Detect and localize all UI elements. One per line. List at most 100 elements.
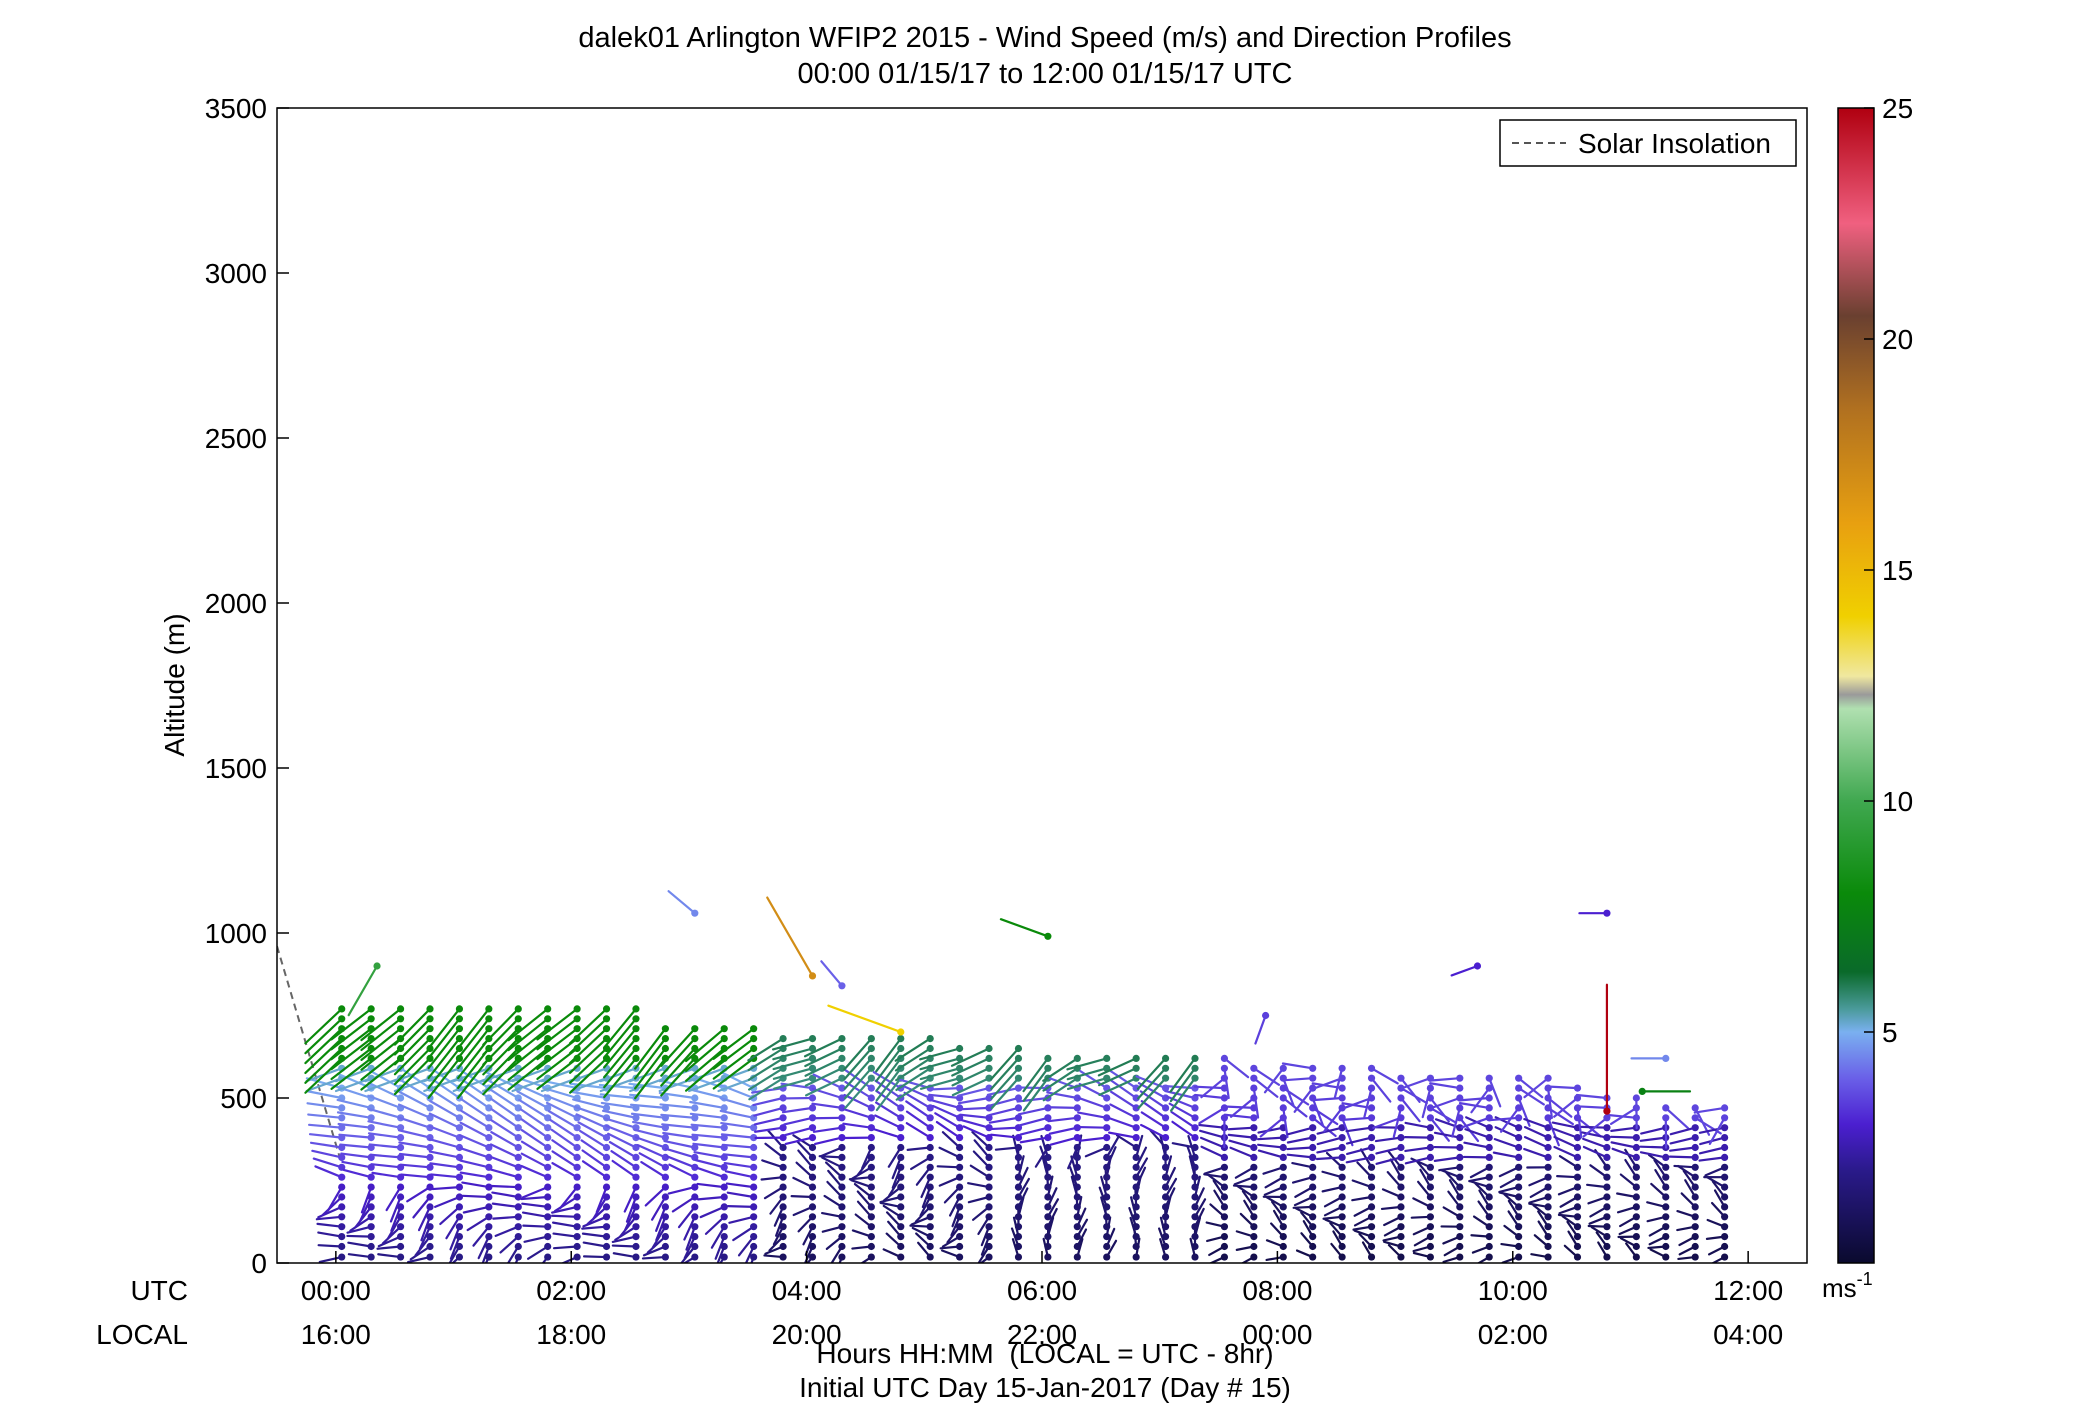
wind-barb-staff xyxy=(638,1152,667,1169)
wind-barb-staff xyxy=(520,1118,549,1139)
wind-barb-dot xyxy=(838,1253,846,1261)
wind-barb-staff xyxy=(519,1108,549,1129)
wind-barb-dot xyxy=(1338,1183,1346,1191)
wind-barb-dot xyxy=(1721,1143,1729,1152)
wind-barb-dot xyxy=(1250,1213,1258,1221)
wind-barb-dot xyxy=(1338,1163,1346,1171)
wind-barb-staff xyxy=(660,1057,696,1097)
wind-barb-dot xyxy=(514,1134,522,1142)
wind-barb-dot xyxy=(897,1104,905,1112)
wind-barb-staff xyxy=(1256,1136,1285,1141)
wind-barb-dot xyxy=(926,1104,934,1112)
wind-barb-staff xyxy=(1698,1146,1726,1155)
wind-barb-staff xyxy=(720,1133,755,1139)
wind-barb-staff xyxy=(1582,1137,1609,1149)
wind-barb-dot xyxy=(573,1124,581,1132)
wind-barb-dot xyxy=(367,1253,375,1261)
wind-barb-dot xyxy=(956,1104,964,1112)
wind-barb-dot xyxy=(1220,1242,1229,1251)
wind-barb-dot xyxy=(1426,1173,1434,1181)
wind-barb-dot xyxy=(1662,1054,1670,1062)
wind-barb-staff xyxy=(1708,1116,1726,1145)
wind-barb-staff xyxy=(398,1090,432,1110)
wind-barb-dot xyxy=(602,1134,611,1142)
wind-barb-dot xyxy=(926,1173,934,1181)
wind-barb-staff xyxy=(659,1103,696,1110)
wind-barb-dot xyxy=(1485,1183,1493,1191)
wind-barb-dot xyxy=(1250,1183,1258,1191)
wind-barb-dot xyxy=(1044,1223,1052,1231)
wind-barb-staff xyxy=(550,1128,579,1149)
wind-barb-staff xyxy=(581,1232,608,1238)
wind-barb-dot xyxy=(1397,1153,1405,1161)
wind-barb-dot xyxy=(897,1114,905,1122)
wind-barb-dot xyxy=(1279,1203,1287,1211)
wind-barb-staff xyxy=(423,1067,461,1083)
wind-barb-staff xyxy=(690,1123,726,1129)
wind-barb-dot xyxy=(750,1163,758,1171)
wind-barb-dot xyxy=(691,1104,699,1112)
chart-title: dalek01 Arlington WFIP2 2015 - Wind Spee… xyxy=(578,22,1511,54)
wind-barb-dot xyxy=(1603,1193,1611,1201)
wind-barb-dot xyxy=(750,1183,758,1191)
wind-barb-staff xyxy=(1186,1145,1197,1169)
wind-barb-dot xyxy=(1573,1163,1582,1171)
wind-barb-staff xyxy=(684,1037,726,1073)
wind-barb-dot xyxy=(779,1104,787,1112)
wind-barb-staff xyxy=(1433,1156,1461,1162)
wind-barb-dot xyxy=(1367,1064,1376,1072)
wind-barb-dot xyxy=(514,1242,522,1251)
wind-barb-dot xyxy=(1691,1193,1699,1201)
wind-barb-dot xyxy=(544,1183,552,1191)
wind-barb-staff xyxy=(642,1245,667,1257)
wind-barb-dot xyxy=(1721,1223,1729,1231)
wind-barb-staff xyxy=(905,1100,932,1119)
wind-barb-dot xyxy=(1691,1183,1699,1191)
wind-barb-staff xyxy=(317,1244,343,1248)
wind-barb-staff xyxy=(1017,1106,1049,1116)
wind-barb-dot xyxy=(1515,1233,1523,1241)
wind-barb-dot xyxy=(1426,1084,1434,1092)
wind-barb-staff xyxy=(377,1235,402,1248)
wind-barb-staff xyxy=(569,1017,608,1055)
wind-barb-staff xyxy=(472,1225,490,1247)
wind-barb-dot xyxy=(1250,1134,1258,1142)
wind-barb-dot xyxy=(573,1233,581,1241)
wind-barb-staff xyxy=(549,1118,579,1139)
wind-barb-staff xyxy=(1311,1096,1344,1102)
wind-barb-staff xyxy=(1229,1096,1255,1118)
wind-barb-staff xyxy=(311,1149,343,1159)
wind-barb-dot xyxy=(1426,1104,1434,1112)
wind-barb-staff xyxy=(634,1057,667,1100)
wind-barb-staff xyxy=(658,1091,696,1100)
wind-barb-dot xyxy=(426,1005,434,1013)
wind-barb-dot xyxy=(1014,1153,1023,1161)
wind-barb-staff xyxy=(843,1057,873,1090)
wind-barb-dot xyxy=(750,1173,758,1181)
x-tick-label-local: 22:00 xyxy=(1007,1319,1077,1350)
wind-barb-dot xyxy=(1014,1213,1023,1221)
wind-barb-staff xyxy=(726,1205,755,1209)
wind-barb-staff xyxy=(462,1205,490,1214)
wind-barb-dot xyxy=(1191,1153,1199,1161)
x-tick-label-utc: 10:00 xyxy=(1478,1275,1548,1306)
wind-barb-staff xyxy=(1098,1067,1138,1087)
wind-barb-dot xyxy=(1161,1193,1170,1201)
wind-barb-staff xyxy=(1034,1146,1049,1168)
wind-barb-dot xyxy=(1544,1173,1552,1181)
wind-barb-staff xyxy=(664,1147,696,1159)
wind-barb-dot xyxy=(1691,1203,1699,1211)
wind-barb-staff xyxy=(514,1255,520,1263)
wind-barb-dot xyxy=(1397,1213,1405,1221)
wind-barb-dot xyxy=(602,1015,611,1023)
wind-barb-dot xyxy=(455,1183,464,1191)
wind-barb-dot xyxy=(1014,1054,1023,1062)
wind-barb-staff xyxy=(688,1088,726,1100)
wind-barb-staff xyxy=(842,1108,873,1119)
wind-barb-staff xyxy=(804,1067,844,1087)
wind-barb-dot xyxy=(720,1223,728,1231)
wind-barb-dot xyxy=(1397,1223,1405,1231)
wind-barb-staff xyxy=(489,1143,520,1159)
wind-barb-dot xyxy=(338,1242,346,1251)
wind-barb-staff xyxy=(1257,1149,1285,1159)
